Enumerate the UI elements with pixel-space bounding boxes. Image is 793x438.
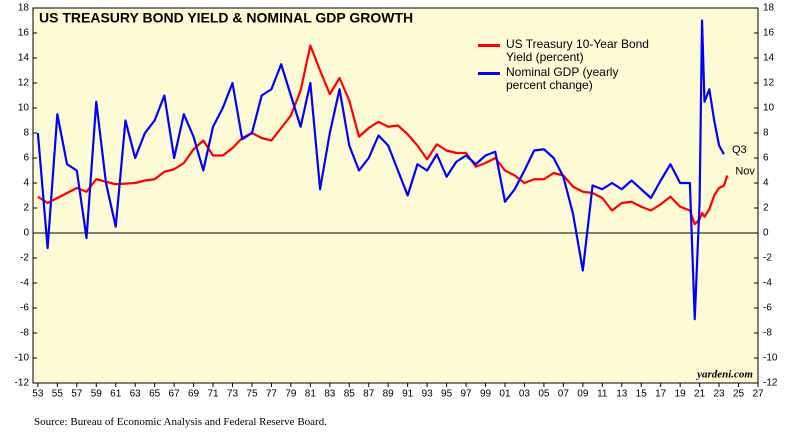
x-tick-label: 19 [675, 389, 687, 400]
legend-swatch [478, 72, 500, 75]
x-tick-label: 53 [32, 389, 44, 400]
x-tick-label: 95 [441, 389, 453, 400]
x-tick-label: 83 [324, 389, 336, 400]
y2-tick-label: 14 [763, 53, 775, 64]
x-tick-label: 17 [655, 389, 667, 400]
source-note: Source: Bureau of Economic Analysis and … [34, 416, 327, 428]
credit: yardeni.com [695, 369, 753, 381]
x-tick-label: 55 [52, 389, 64, 400]
y-tick-label: 16 [18, 28, 30, 39]
x-tick-label: 21 [694, 389, 706, 400]
chart-title: US TREASURY BOND YIELD & NOMINAL GDP GRO… [39, 10, 413, 26]
y-tick-label: -4 [20, 278, 29, 289]
y2-tick-label: 16 [763, 28, 775, 39]
x-tick-label: 63 [130, 389, 142, 400]
x-tick-label: 91 [402, 389, 414, 400]
y2-tick-label: -12 [763, 378, 778, 389]
y-tick-label: -10 [15, 353, 30, 364]
legend-item: US Treasury 10-Year Bond Yield (percent) [478, 38, 656, 64]
x-tick-label: 61 [110, 389, 122, 400]
y-tick-label: 4 [23, 178, 29, 189]
annotation: Q3 [732, 144, 747, 156]
y-tick-label: 14 [18, 53, 30, 64]
x-tick-label: 03 [519, 389, 531, 400]
x-tick-label: 27 [752, 389, 764, 400]
y-tick-label: -8 [20, 328, 29, 339]
x-tick-label: 23 [714, 389, 726, 400]
annotation: Nov [735, 165, 755, 177]
y2-tick-label: 12 [763, 78, 775, 89]
y-tick-label: -12 [15, 378, 30, 389]
y2-tick-label: -10 [763, 353, 778, 364]
y2-tick-label: 2 [763, 203, 769, 214]
legend-label: Nominal GDP (yearly percent change) [506, 65, 619, 92]
y-tick-label: -6 [20, 303, 29, 314]
x-tick-label: 25 [733, 389, 745, 400]
x-tick-label: 93 [422, 389, 434, 400]
x-tick-label: 77 [266, 389, 278, 400]
x-tick-label: 65 [149, 389, 161, 400]
plot-area [32, 7, 759, 384]
x-tick-label: 79 [285, 389, 297, 400]
x-tick-label: 15 [636, 389, 648, 400]
y2-tick-label: 10 [763, 103, 775, 114]
y-tick-label: 8 [23, 128, 29, 139]
y2-tick-label: -6 [763, 303, 772, 314]
y-tick-label: 6 [23, 153, 29, 164]
y-tick-label: 2 [23, 203, 29, 214]
y-tick-label: 18 [18, 3, 30, 14]
x-tick-label: 75 [246, 389, 258, 400]
y2-tick-label: 8 [763, 128, 769, 139]
x-tick-label: 05 [538, 389, 550, 400]
x-tick-label: 09 [577, 389, 589, 400]
x-tick-label: 71 [207, 389, 219, 400]
y-tick-label: -2 [20, 253, 29, 264]
y2-tick-label: -8 [763, 328, 772, 339]
x-tick-label: 99 [480, 389, 492, 400]
x-tick-label: 01 [499, 389, 511, 400]
data-line [37, 44, 729, 226]
y2-tick-label: -4 [763, 278, 772, 289]
legend: US Treasury 10-Year Bond Yield (percent)… [478, 38, 656, 94]
x-tick-label: 97 [460, 389, 472, 400]
x-tick-label: 81 [305, 389, 317, 400]
y2-tick-label: 0 [763, 228, 769, 239]
x-tick-label: 11 [597, 389, 608, 400]
legend-item: Nominal GDP (yearly percent change) [478, 66, 656, 92]
x-tick-label: 87 [363, 389, 375, 400]
x-tick-label: 85 [344, 389, 356, 400]
x-tick-label: 07 [558, 389, 570, 400]
y2-tick-label: 4 [763, 178, 769, 189]
x-tick-label: 59 [91, 389, 103, 400]
x-tick-label: 13 [616, 389, 628, 400]
y-tick-label: 12 [18, 78, 30, 89]
legend-label: US Treasury 10-Year Bond Yield (percent) [506, 37, 649, 64]
y-tick-label: 0 [23, 228, 29, 239]
y-tick-label: 10 [18, 103, 30, 114]
x-tick-label: 57 [71, 389, 83, 400]
y2-tick-label: 6 [763, 153, 769, 164]
x-tick-label: 69 [188, 389, 200, 400]
y2-tick-label: -2 [763, 253, 772, 264]
y2-tick-label: 18 [763, 3, 775, 14]
x-tick-label: 73 [227, 389, 239, 400]
x-tick-label: 89 [383, 389, 395, 400]
legend-swatch [478, 44, 500, 47]
data-line [36, 19, 725, 321]
x-tick-label: 67 [169, 389, 181, 400]
